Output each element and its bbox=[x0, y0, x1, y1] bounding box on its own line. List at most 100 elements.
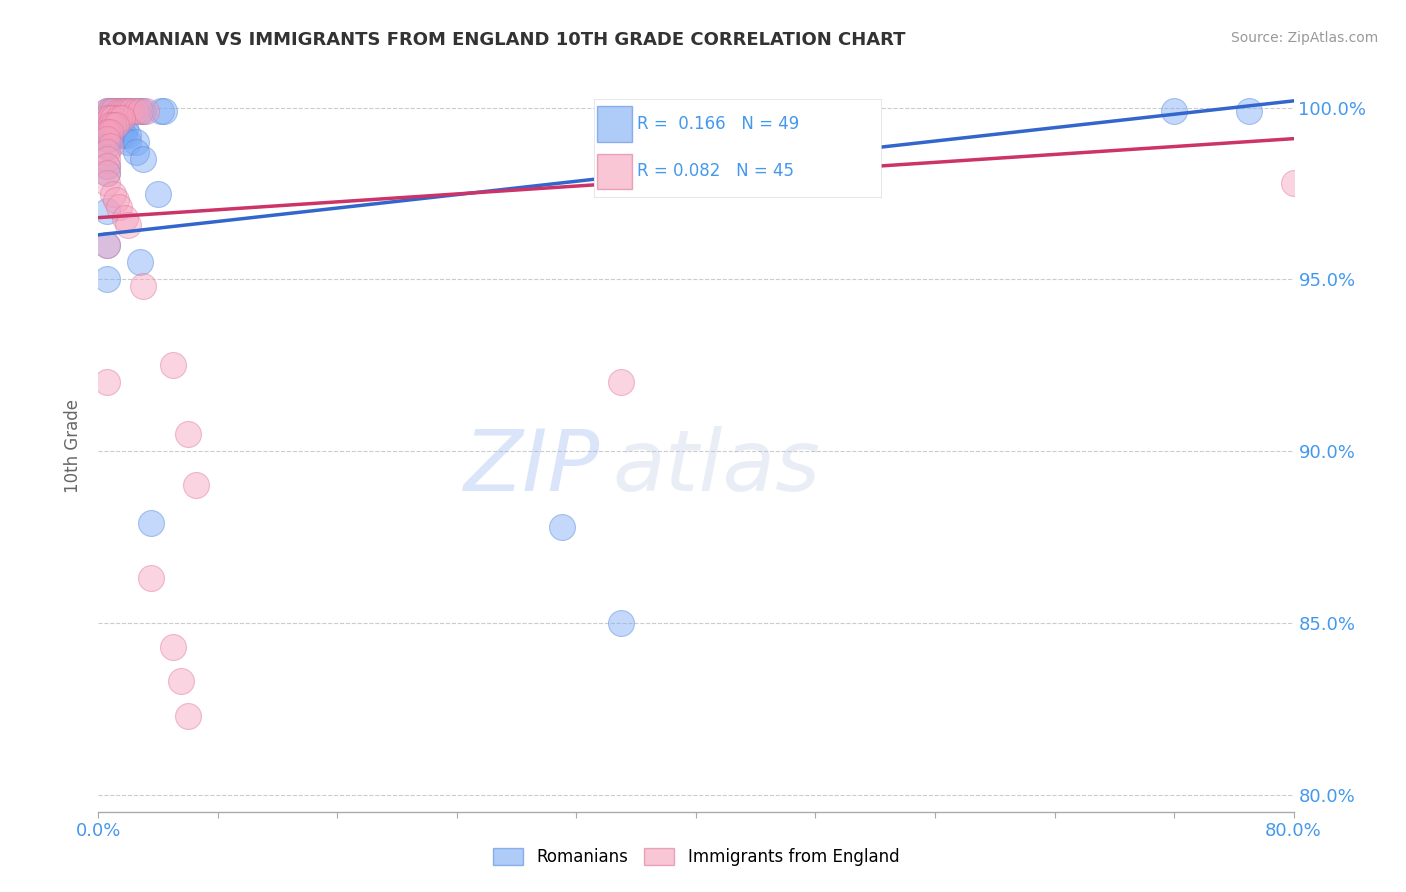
Point bbox=[120, 104, 142, 119]
Point bbox=[96, 176, 118, 190]
Point bbox=[103, 186, 125, 201]
Point bbox=[96, 166, 118, 180]
Point bbox=[96, 138, 118, 153]
Point bbox=[103, 118, 125, 132]
Point bbox=[132, 279, 155, 293]
Point bbox=[120, 104, 142, 119]
Point bbox=[96, 104, 118, 119]
Point bbox=[108, 111, 131, 125]
Point bbox=[117, 104, 139, 119]
Point bbox=[112, 128, 135, 143]
Point bbox=[103, 125, 125, 139]
Point bbox=[96, 159, 118, 173]
Point bbox=[100, 104, 122, 119]
Point bbox=[96, 131, 118, 145]
Point bbox=[103, 104, 125, 119]
Point bbox=[105, 118, 128, 132]
Point bbox=[96, 145, 118, 160]
Point bbox=[114, 211, 136, 225]
Point bbox=[110, 128, 132, 143]
Point bbox=[132, 153, 155, 167]
Point bbox=[1237, 104, 1260, 119]
Point bbox=[103, 104, 125, 119]
Point bbox=[110, 121, 132, 136]
Point bbox=[100, 111, 122, 125]
Point bbox=[125, 135, 148, 149]
Point bbox=[117, 218, 139, 232]
Point bbox=[96, 159, 118, 173]
Text: ZIP: ZIP bbox=[464, 426, 600, 509]
Point bbox=[114, 104, 136, 119]
Point bbox=[117, 104, 139, 119]
Point bbox=[103, 111, 125, 125]
Point bbox=[96, 104, 118, 119]
Point bbox=[96, 238, 118, 252]
Point bbox=[114, 104, 136, 119]
Point bbox=[105, 111, 128, 125]
Point bbox=[108, 104, 131, 119]
Text: ROMANIAN VS IMMIGRANTS FROM ENGLAND 10TH GRADE CORRELATION CHART: ROMANIAN VS IMMIGRANTS FROM ENGLAND 10TH… bbox=[98, 31, 905, 49]
Point bbox=[162, 359, 184, 373]
Point bbox=[96, 238, 118, 252]
Legend: Romanians, Immigrants from England: Romanians, Immigrants from England bbox=[486, 841, 905, 873]
Point bbox=[96, 153, 118, 167]
Point bbox=[108, 104, 131, 119]
Point bbox=[1163, 104, 1185, 119]
Point bbox=[111, 104, 134, 119]
Point bbox=[96, 203, 118, 218]
Point bbox=[177, 427, 200, 442]
Y-axis label: 10th Grade: 10th Grade bbox=[65, 399, 83, 493]
Point bbox=[129, 104, 152, 119]
Point bbox=[111, 104, 134, 119]
Point bbox=[117, 128, 139, 143]
Text: Source: ZipAtlas.com: Source: ZipAtlas.com bbox=[1230, 31, 1378, 45]
Point bbox=[111, 111, 134, 125]
Point bbox=[108, 200, 131, 214]
Point bbox=[125, 104, 148, 119]
Point bbox=[169, 674, 191, 689]
Point bbox=[100, 104, 122, 119]
Text: atlas: atlas bbox=[613, 426, 820, 509]
Point bbox=[105, 104, 128, 119]
Point bbox=[100, 111, 122, 125]
Point bbox=[184, 478, 207, 492]
Point bbox=[96, 125, 118, 139]
Point bbox=[148, 186, 170, 201]
Point bbox=[96, 131, 118, 145]
Point bbox=[103, 111, 125, 125]
Point bbox=[96, 125, 118, 139]
Point bbox=[96, 111, 118, 125]
Point bbox=[177, 708, 200, 723]
Point bbox=[100, 138, 122, 153]
Point bbox=[103, 118, 125, 132]
Point bbox=[129, 255, 152, 269]
Point bbox=[108, 111, 131, 125]
Point bbox=[96, 166, 118, 180]
Point bbox=[162, 640, 184, 654]
Point bbox=[105, 118, 128, 132]
Point bbox=[129, 104, 152, 119]
Point bbox=[610, 615, 633, 630]
Point bbox=[114, 121, 136, 136]
Point bbox=[105, 125, 128, 139]
Point bbox=[117, 135, 139, 149]
Point bbox=[96, 272, 118, 286]
Point bbox=[125, 104, 148, 119]
Point bbox=[100, 118, 122, 132]
Point bbox=[132, 104, 155, 119]
Point bbox=[135, 104, 157, 119]
Point bbox=[550, 519, 572, 533]
Point bbox=[150, 104, 173, 119]
Point bbox=[153, 104, 176, 119]
Point bbox=[96, 111, 118, 125]
Point bbox=[100, 125, 122, 139]
Point bbox=[105, 194, 128, 208]
Point bbox=[1282, 176, 1305, 190]
Point bbox=[96, 376, 118, 390]
Point bbox=[139, 571, 162, 585]
Point bbox=[100, 125, 122, 139]
Point bbox=[100, 131, 122, 145]
Point bbox=[139, 516, 162, 531]
Point bbox=[610, 376, 633, 390]
Point bbox=[125, 145, 148, 160]
